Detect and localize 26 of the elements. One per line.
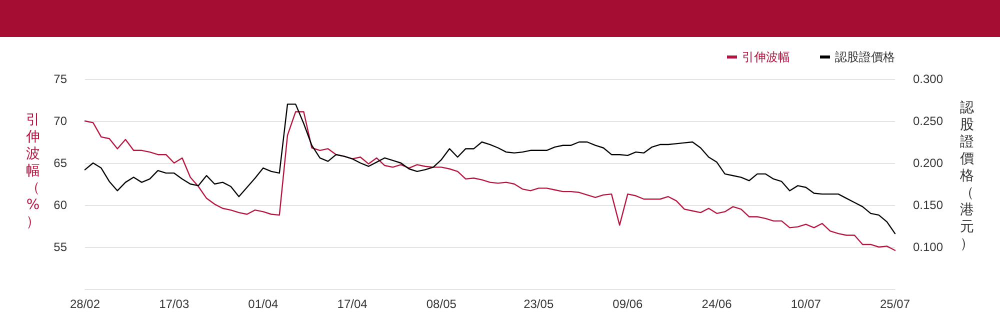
x-tick-label: 17/03 (159, 297, 190, 311)
legend-label: 認股證價格 (835, 50, 895, 64)
y2-tick-label: 0.100 (913, 240, 944, 254)
y-tick-label: 65 (54, 156, 68, 170)
line-series (84, 111, 896, 251)
x-tick-label: 17/04 (337, 297, 368, 311)
y-axis-title: 引伸波幅（%） (25, 112, 41, 231)
y2-tick-label: 0.200 (913, 156, 944, 170)
x-tick-label: 24/06 (702, 297, 732, 311)
y2-tick-label: 0.150 (913, 198, 944, 212)
x-tick-label: 08/05 (426, 297, 457, 311)
line-series (84, 104, 896, 234)
text: 認股證價格（港元） (960, 100, 974, 252)
legend-label: 引伸波幅 (742, 50, 790, 64)
x-tick-label: 09/06 (612, 297, 644, 311)
x-tick-label: 01/04 (248, 297, 279, 311)
y2-tick-label: 0.300 (913, 72, 944, 86)
y-tick-label: 70 (54, 114, 68, 128)
x-tick-label: 10/07 (790, 297, 822, 311)
x-tick-label: 23/05 (524, 297, 554, 311)
y-tick-label: 55 (54, 240, 68, 254)
y-tick-label: 60 (54, 198, 68, 212)
x-tick-label: 28/02 (70, 297, 100, 311)
x-tick-label: 25/07 (880, 297, 910, 311)
y-tick-label: 75 (54, 72, 68, 86)
y2-tick-label: 0.250 (913, 114, 944, 128)
